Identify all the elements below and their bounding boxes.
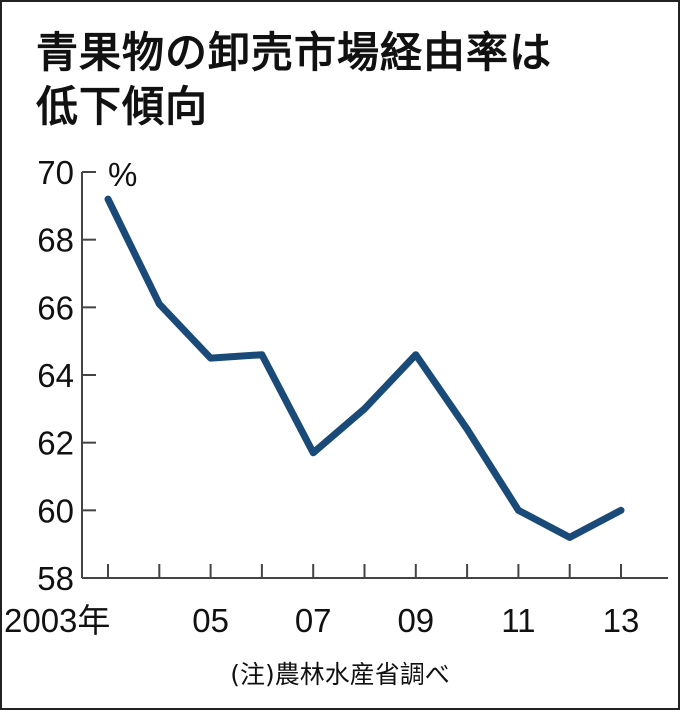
y-tick-label: 68 xyxy=(37,222,74,259)
y-axis-ticks: 58 60 62 64 66 68 70 xyxy=(37,154,96,597)
y-tick-label: 60 xyxy=(37,492,74,529)
title-line-2: 低下傾向 xyxy=(36,82,209,131)
source-note: (注)農林水産省調べ xyxy=(230,660,450,689)
x-tick-label: 2003年 xyxy=(4,602,110,639)
unit-label: % xyxy=(108,156,137,193)
x-axis-ticks: 2003年 05 07 09 11 13 xyxy=(4,564,639,639)
title-line-1: 青果物の卸売市場経由率は xyxy=(36,28,553,77)
axes xyxy=(81,172,668,579)
y-tick-label: 66 xyxy=(37,289,74,326)
x-tick-label: 05 xyxy=(192,602,229,639)
x-tick-label: 13 xyxy=(603,602,640,639)
y-tick-label: 62 xyxy=(37,425,74,462)
x-tick-label: 09 xyxy=(397,602,434,639)
y-tick-label: 70 xyxy=(37,154,74,191)
chart-title: 青果物の卸売市場経由率は 低下傾向 xyxy=(36,26,552,134)
y-tick-label: 64 xyxy=(37,357,74,394)
x-tick-label: 07 xyxy=(295,602,332,639)
y-tick-label: 58 xyxy=(37,560,74,597)
x-tick-label: 11 xyxy=(501,602,535,639)
series-line xyxy=(104,195,625,541)
